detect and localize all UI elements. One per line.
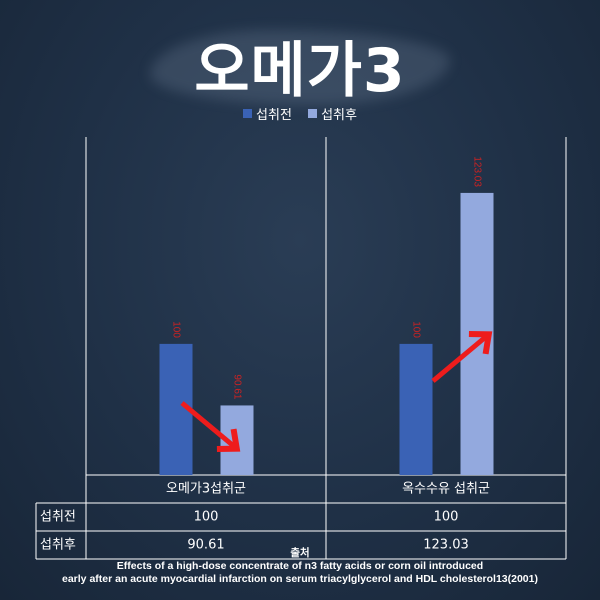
bar-after-1 bbox=[460, 192, 494, 476]
data-label-before-1: 100 bbox=[410, 321, 421, 338]
trend-arrow-down bbox=[180, 401, 236, 448]
table-row-label-0: 섭취전 bbox=[40, 510, 76, 525]
table-cell-1-0: 90.61 bbox=[187, 538, 224, 553]
table-cell-0-0: 100 bbox=[194, 510, 219, 525]
source-citation: 출처 Effects of a high-dose concentrate of… bbox=[0, 547, 600, 586]
page-title: 오메가3 bbox=[194, 36, 406, 106]
source-heading: 출처 bbox=[290, 547, 310, 559]
data-label-before-0: 100 bbox=[170, 321, 181, 338]
source-line-1: Effects of a high-dose concentrate of n3… bbox=[116, 560, 484, 572]
table-cell-1-1: 123.03 bbox=[423, 538, 469, 553]
table-row-label-1: 섭취후 bbox=[40, 538, 76, 553]
legend-label-after: 섭취후 bbox=[321, 108, 357, 123]
category-label-1: 옥수수유 섭취군 bbox=[402, 482, 490, 497]
table-cell-0-1: 100 bbox=[434, 510, 459, 525]
data-label-after-1: 123.03 bbox=[471, 156, 482, 187]
data-label-after-0: 90.61 bbox=[231, 374, 242, 399]
bar-before-1 bbox=[399, 343, 433, 475]
chart-legend: 섭취전 섭취후 bbox=[0, 104, 600, 123]
legend-swatch-before bbox=[243, 109, 253, 118]
legend-swatch-after bbox=[308, 109, 318, 118]
source-line-2: early after an acute myocardial infarcti… bbox=[62, 573, 538, 585]
category-label-0: 오메가3섭취군 bbox=[166, 482, 246, 497]
title-brush-background bbox=[150, 30, 450, 105]
legend-item-after: 섭취후 bbox=[308, 104, 357, 123]
trend-arrow-up bbox=[431, 335, 488, 383]
legend-label-before: 섭취전 bbox=[256, 108, 292, 123]
legend-item-before: 섭취전 bbox=[243, 104, 292, 123]
